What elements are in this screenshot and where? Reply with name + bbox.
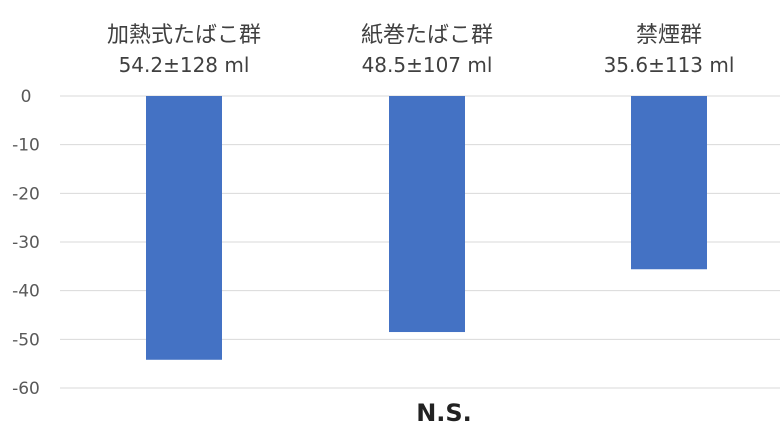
y-tick-label: -50 xyxy=(12,330,40,350)
bar xyxy=(146,96,222,360)
y-tick-label: 0 xyxy=(21,87,32,107)
category-label: 紙巻たばこ群 xyxy=(361,23,493,48)
y-tick-label: -30 xyxy=(12,233,40,253)
y-tick-label: -20 xyxy=(12,184,40,204)
category-stat-label: 54.2±128 ml xyxy=(119,53,250,77)
category-stat-label: 35.6±113 ml xyxy=(604,53,735,77)
footer-note: N.S. xyxy=(416,399,472,427)
bar xyxy=(389,96,465,333)
y-tick-label: -10 xyxy=(12,136,40,156)
category-label: 加熱式たばこ群 xyxy=(107,23,261,48)
y-tick-label: -60 xyxy=(12,379,40,399)
category-label: 禁煙群 xyxy=(636,23,702,48)
category-stat-label: 48.5±107 ml xyxy=(362,53,493,77)
bar xyxy=(631,96,707,270)
y-tick-label: -40 xyxy=(12,282,40,302)
